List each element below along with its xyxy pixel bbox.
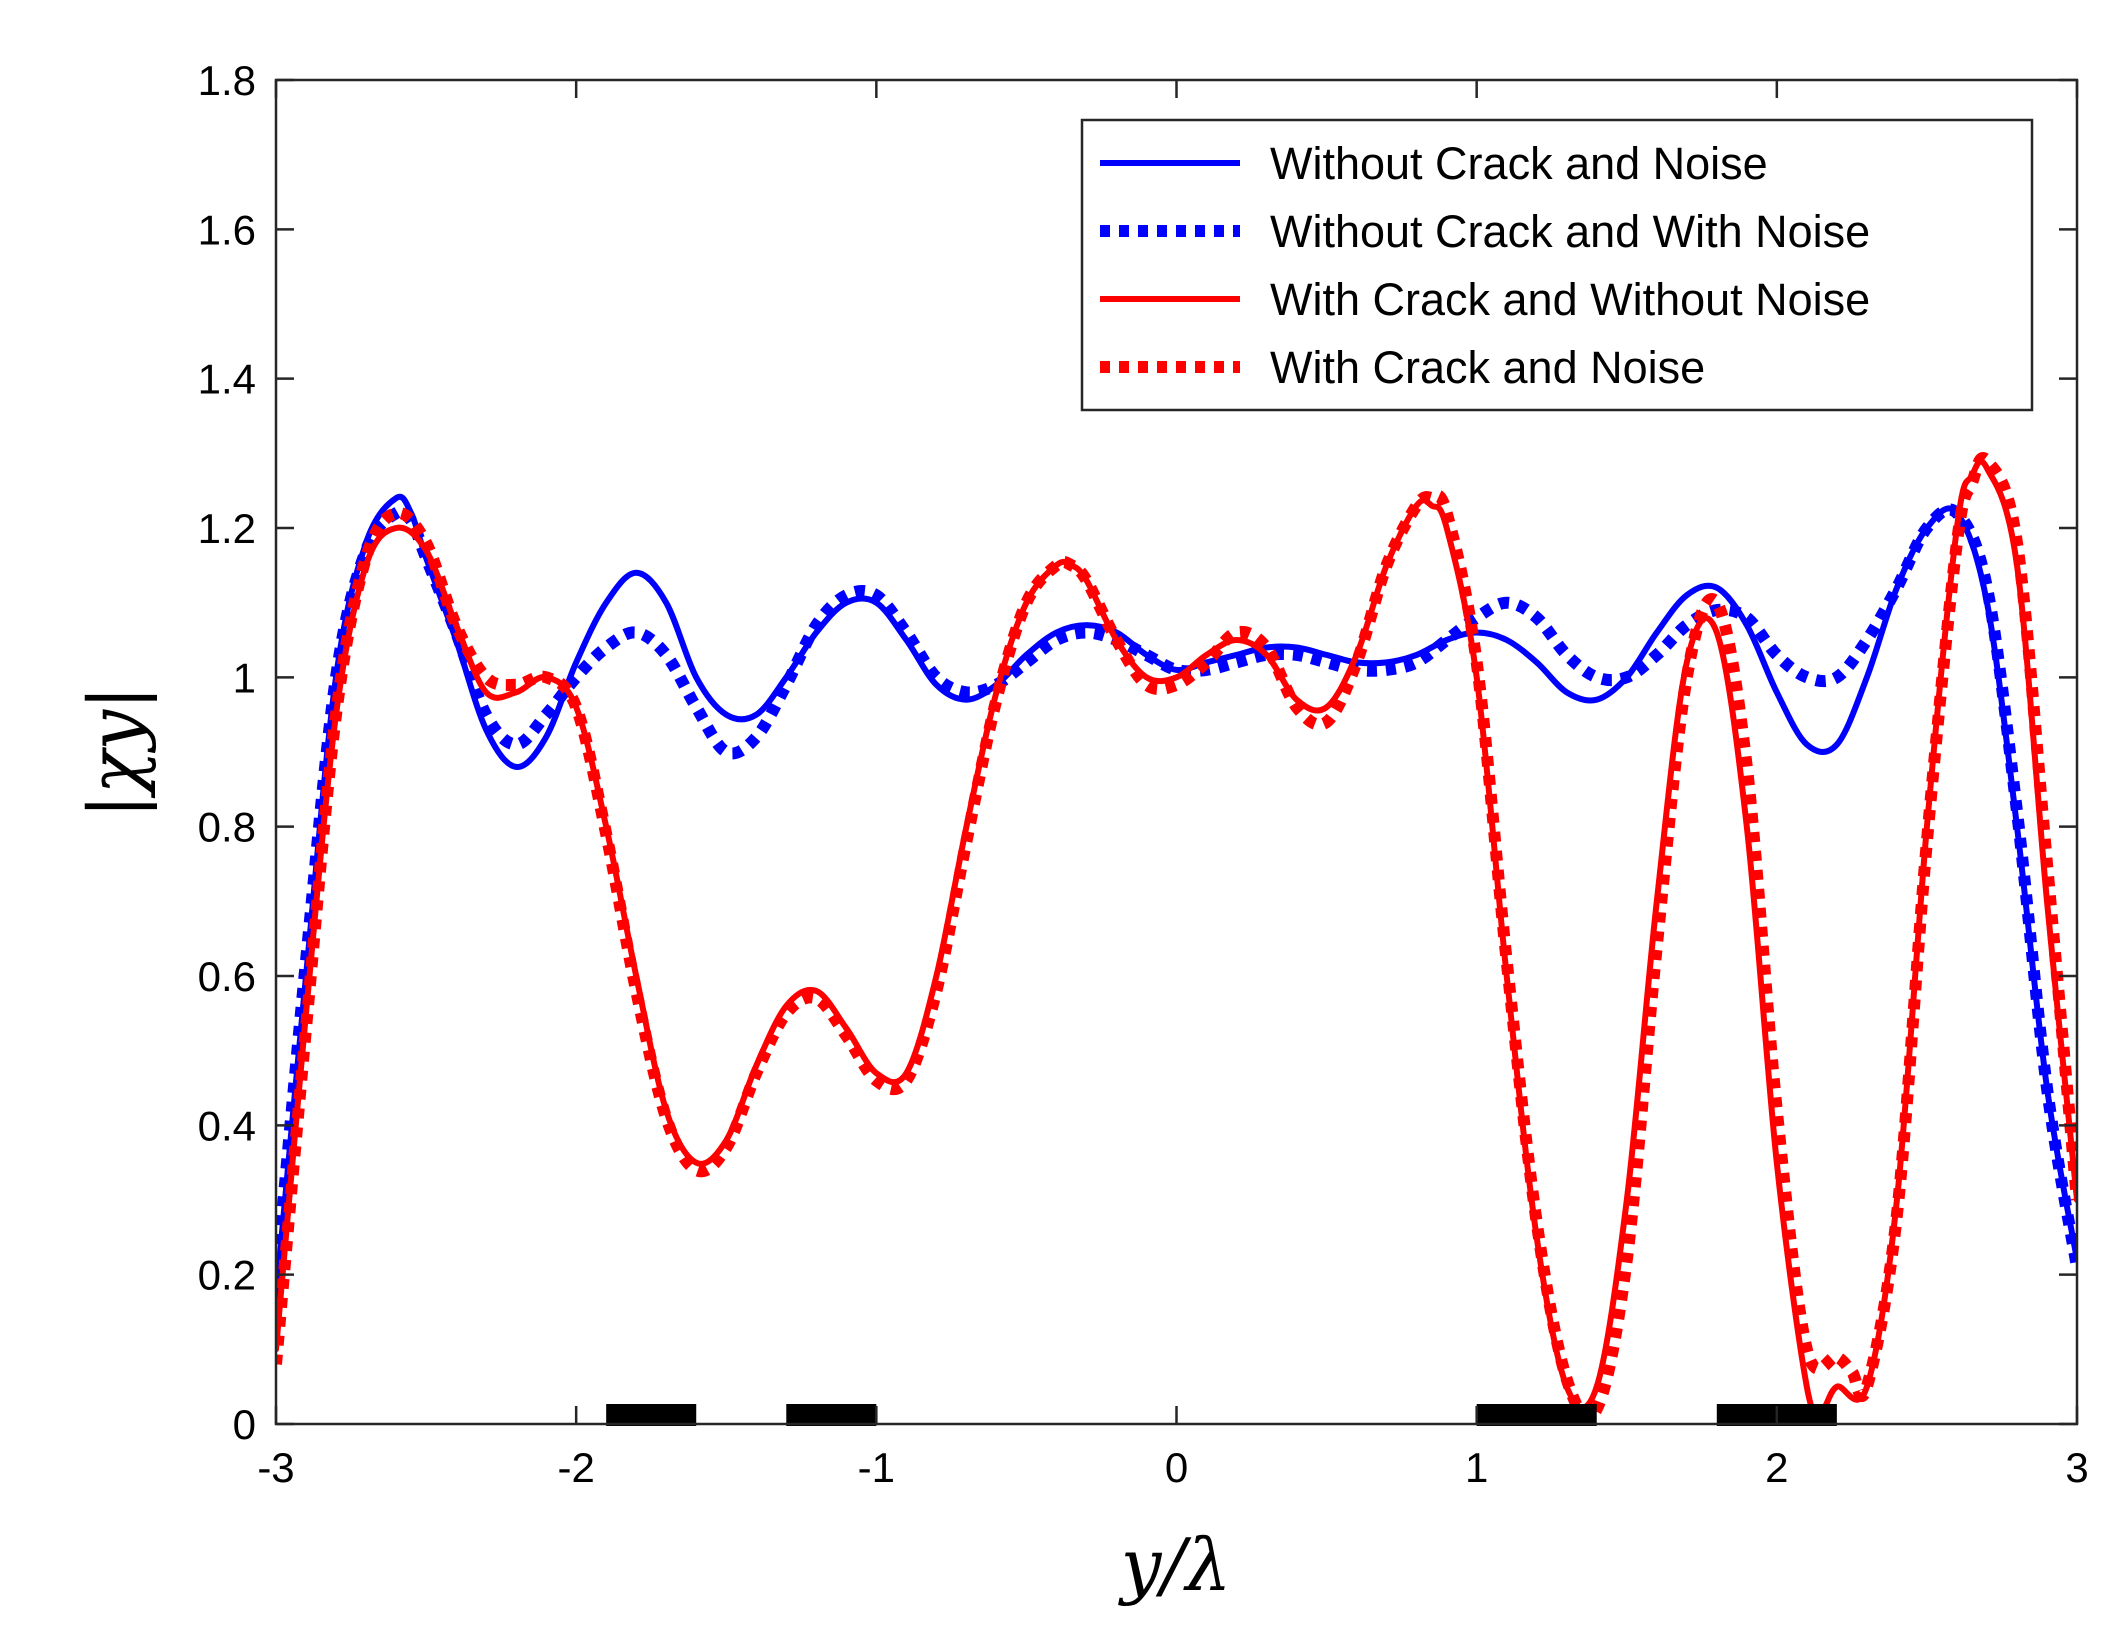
series-lines bbox=[276, 452, 2077, 1424]
crack-segment bbox=[1476, 1404, 1597, 1426]
y-tick-label: 1 bbox=[233, 654, 256, 701]
x-tick-label: -3 bbox=[257, 1444, 294, 1491]
x-tick-label: 0 bbox=[1165, 1444, 1188, 1491]
y-tick-label: 1.8 bbox=[198, 57, 256, 104]
x-tick-label: 3 bbox=[2065, 1444, 2088, 1491]
series-line-without-crack-and-noise bbox=[276, 493, 2077, 1301]
y-tick-label: 1.4 bbox=[198, 356, 256, 403]
y-axis-label: |χy| bbox=[73, 686, 157, 819]
y-tick-label: 0.8 bbox=[198, 804, 256, 851]
y-tick-label: 1.6 bbox=[198, 206, 256, 253]
x-tick-label: -1 bbox=[858, 1444, 895, 1491]
legend-label: Without Crack and Noise bbox=[1270, 138, 1768, 189]
legend: Without Crack and Noise Without Crack and… bbox=[1080, 118, 2034, 412]
crack-segment bbox=[786, 1404, 877, 1426]
series-line-without-crack-and-with-noise bbox=[276, 503, 2077, 1283]
legend-label: With Crack and Noise bbox=[1270, 342, 1705, 393]
y-tick-label: 0 bbox=[233, 1401, 256, 1448]
x-axis-label: y/λ bbox=[1118, 1523, 1232, 1607]
crack-segment bbox=[606, 1404, 697, 1426]
x-tick-label: -2 bbox=[557, 1444, 594, 1491]
x-tick-label: 1 bbox=[1465, 1444, 1488, 1491]
legend-entries: Without Crack and Noise Without Crack and… bbox=[1100, 138, 1870, 393]
y-tick-label: 0.2 bbox=[198, 1252, 256, 1299]
legend-label: With Crack and Without Noise bbox=[1270, 274, 1870, 325]
crack-markers bbox=[606, 1404, 1837, 1426]
x-tick-label: 2 bbox=[1765, 1444, 1788, 1491]
y-tick-label: 0.6 bbox=[198, 953, 256, 1000]
legend-label: Without Crack and With Noise bbox=[1270, 206, 1870, 257]
y-tick-label: 1.2 bbox=[198, 505, 256, 552]
series-line-with-crack-and-noise bbox=[276, 452, 2077, 1424]
legend-box bbox=[1080, 118, 2034, 412]
y-tick-label: 0.4 bbox=[198, 1102, 256, 1149]
axis-ticks bbox=[274, 78, 2079, 1426]
x-tick-labels: -3 -2 -1 0 1 2 3 bbox=[257, 1444, 2088, 1491]
y-tick-labels: 0 0.2 0.4 0.6 0.8 1 1.2 1.4 1.6 1.8 bbox=[198, 57, 256, 1448]
